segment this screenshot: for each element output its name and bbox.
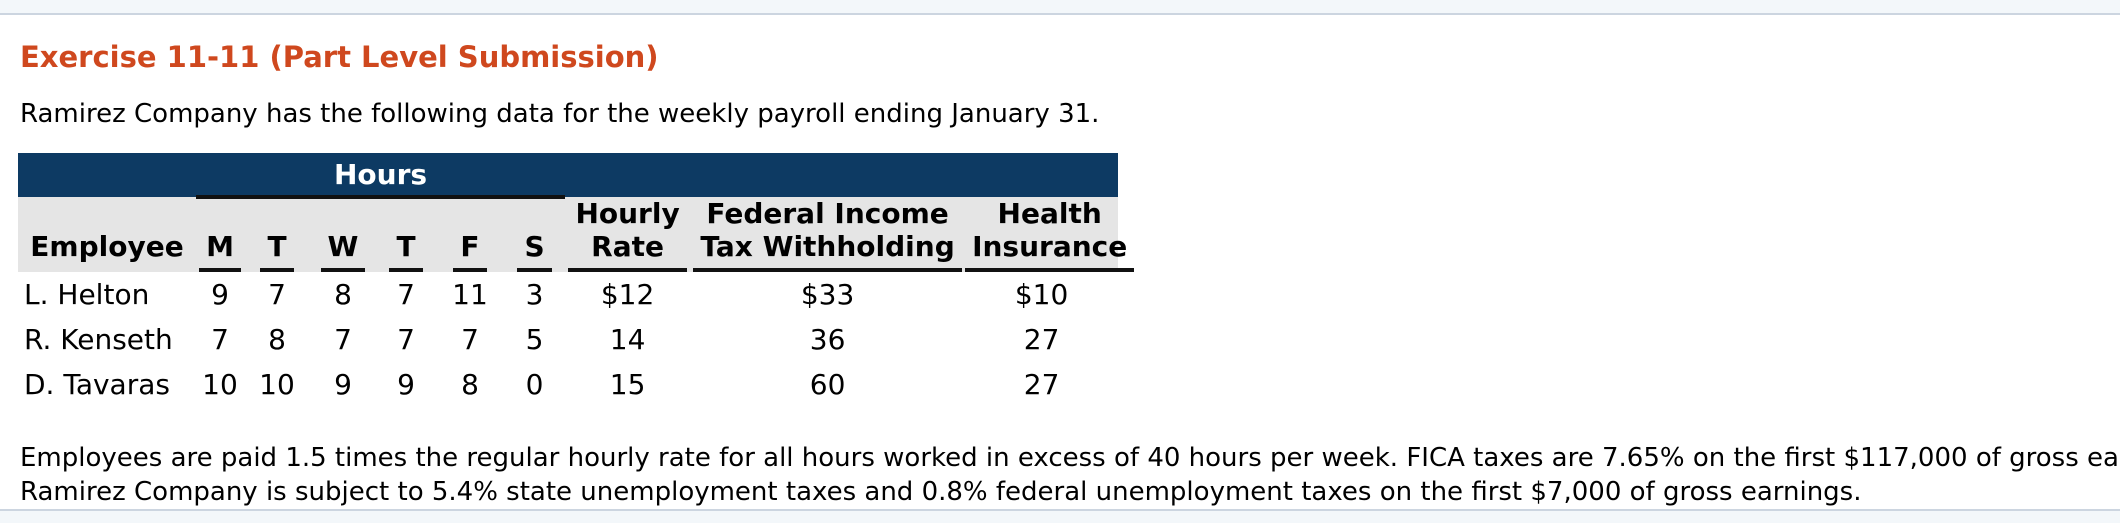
column-header-employee: Employee [18, 197, 196, 272]
hours-wednesday: 8 [334, 278, 352, 311]
health-insurance-line1: Health [997, 197, 1102, 230]
employee-name: R. Kenseth [24, 323, 173, 356]
hours-monday: 9 [211, 278, 229, 311]
health-insurance-line2: Insurance [972, 230, 1128, 263]
employee-name: D. Tavaras [24, 368, 170, 401]
hours-tuesday: 10 [259, 368, 295, 401]
hours-wednesday: 9 [334, 368, 352, 401]
column-header-saturday: S [504, 197, 566, 272]
health-insurance-value: $10 [1014, 278, 1069, 311]
federal-income-line2: Tax Withholding [700, 230, 955, 263]
hours-thursday: 7 [397, 323, 415, 356]
column-header-tuesday: T [244, 197, 310, 272]
federal-income-tax-value: 36 [809, 323, 846, 356]
hours-saturday: 0 [525, 368, 544, 401]
note-line-2: Ramirez Company is subject to 5.4% state… [20, 477, 1862, 507]
hours-group-row: Hours [18, 153, 1119, 199]
hours-tuesday: 8 [268, 323, 286, 356]
hourly-rate-line1: Hourly [575, 197, 680, 230]
hours-wednesday: 7 [334, 323, 352, 356]
column-header-monday: M [196, 197, 244, 272]
top-page-strip [0, 0, 2120, 15]
column-header-federal-income-tax: Federal Income Tax Withholding [690, 197, 966, 272]
navy-spacer-left [18, 153, 196, 197]
hourly-rate-value: $12 [600, 278, 655, 311]
federal-income-tax-value: $33 [800, 278, 855, 311]
hours-thursday: 7 [397, 278, 415, 311]
hours-thursday: 9 [397, 368, 415, 401]
column-header-wednesday: W [310, 197, 376, 272]
hourly-rate-value: 14 [609, 323, 646, 356]
hours-group-header: Hours [196, 153, 566, 199]
payroll-table: Hours Employee M T W T F S Hourly Rate F… [18, 153, 1135, 407]
column-header-friday: F [436, 197, 504, 272]
hours-friday: 11 [452, 278, 488, 311]
hours-tuesday: 7 [268, 278, 286, 311]
hours-saturday: 3 [525, 278, 544, 311]
health-insurance-value: 27 [1023, 323, 1060, 356]
table-row-tavaras: D. Tavaras 10 10 9 9 8 0 15 60 27 [18, 362, 1118, 407]
table-row-kenseth: R. Kenseth 7 8 7 7 7 5 14 36 27 [18, 317, 1118, 362]
exercise-panel: Exercise 11-11 (Part Level Submission) R… [0, 15, 2120, 509]
intro-text: Ramirez Company has the following data f… [20, 99, 1100, 129]
federal-income-line1: Federal Income [706, 197, 949, 230]
hours-saturday: 5 [525, 323, 544, 356]
exercise-notes: Employees are paid 1.5 times the regular… [20, 441, 2120, 509]
hours-friday: 7 [461, 323, 479, 356]
hours-monday: 10 [202, 368, 238, 401]
employee-name: L. Helton [24, 278, 150, 311]
table-row-helton: L. Helton 9 7 8 7 11 3 $12 $33 $10 [18, 272, 1118, 317]
federal-income-tax-value: 60 [809, 368, 846, 401]
hourly-rate-line2: Rate [591, 230, 664, 263]
column-header-row: Employee M T W T F S Hourly Rate Federal… [18, 197, 1135, 272]
column-header-health-insurance: Health Insurance [965, 197, 1135, 272]
hours-monday: 7 [211, 323, 229, 356]
hours-friday: 8 [461, 368, 479, 401]
navy-spacer-right [565, 153, 1119, 197]
bottom-page-strip [0, 509, 2120, 523]
health-insurance-value: 27 [1023, 368, 1060, 401]
page-title: Exercise 11-11 (Part Level Submission) [20, 40, 659, 74]
note-line-1: Employees are paid 1.5 times the regular… [20, 443, 2120, 473]
hourly-rate-value: 15 [609, 368, 646, 401]
column-header-hourly-rate: Hourly Rate [565, 197, 691, 272]
column-header-thursday: T [376, 197, 436, 272]
